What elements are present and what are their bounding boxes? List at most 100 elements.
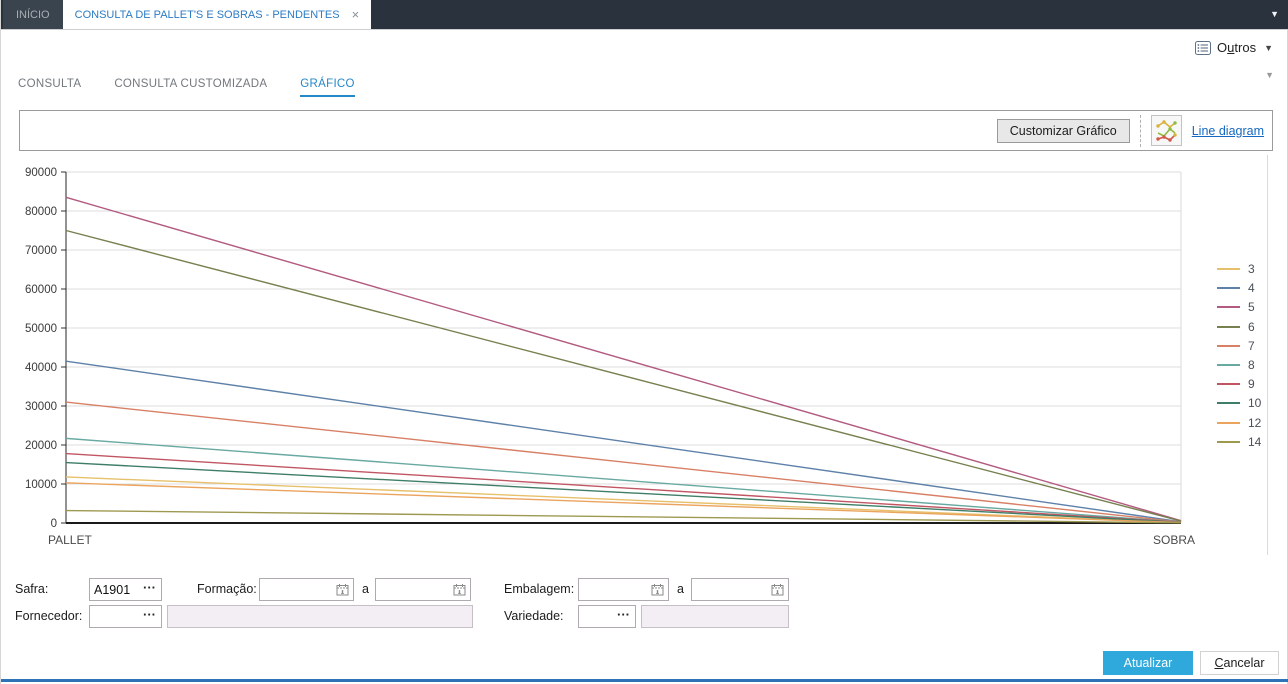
window-bottom-border: [1, 679, 1288, 682]
safra-lookup-button[interactable]: ···: [141, 581, 161, 597]
variedade-field[interactable]: ···: [578, 605, 636, 628]
y-tick-label: 40000: [25, 362, 57, 374]
series-line-9: [65, 452, 1182, 523]
embalagem-from-field[interactable]: [578, 578, 669, 601]
chevron-down-icon[interactable]: ▼: [1270, 9, 1279, 19]
legend-item-7: 7: [1217, 338, 1261, 353]
legend-swatch: [1217, 421, 1240, 424]
atualizar-button[interactable]: Atualizar: [1103, 651, 1193, 675]
y-tick-label: 50000: [25, 323, 57, 335]
tab-consulta-customizada[interactable]: CONSULTA CUSTOMIZADA: [114, 78, 268, 90]
variedade-descricao-field: [641, 605, 789, 628]
tab-inicio[interactable]: INÍCIO: [3, 0, 63, 29]
series-line-5: [65, 196, 1182, 522]
legend-swatch: [1217, 268, 1240, 270]
legend-label: 5: [1248, 300, 1255, 315]
tab-grafico[interactable]: GRÁFICO: [300, 78, 355, 97]
legend-item-14: 14: [1217, 434, 1262, 449]
outros-button[interactable]: Outros ▼: [1195, 40, 1273, 55]
variedade-input[interactable]: [579, 606, 615, 627]
formacao-to-input[interactable]: [376, 579, 451, 600]
legend-label: 3: [1248, 262, 1255, 276]
x-label-pallet: PALLET: [48, 533, 92, 547]
tab-consulta-pallets[interactable]: CONSULTA DE PALLET'S E SOBRAS - PENDENTE…: [62, 0, 372, 29]
close-icon[interactable]: ×: [351, 7, 360, 22]
fornecedor-input[interactable]: [90, 606, 141, 627]
legend-label: 7: [1248, 338, 1255, 353]
embalagem-to-field[interactable]: [691, 578, 789, 601]
panel-border: [1267, 155, 1268, 555]
fornecedor-label: Fornecedor:: [15, 609, 83, 623]
variedade-lookup-button[interactable]: ···: [615, 608, 635, 624]
y-tick-label: 20000: [25, 440, 57, 452]
line-diagram-icon[interactable]: [1150, 115, 1182, 146]
calendar-icon[interactable]: [769, 583, 788, 596]
fornecedor-descricao-field: [167, 605, 473, 628]
legend-swatch: [1217, 325, 1240, 328]
y-tick-label: 10000: [25, 479, 57, 491]
y-tick-label: 90000: [25, 167, 57, 179]
chevron-down-icon: ▼: [1264, 42, 1273, 53]
titlebar: INÍCIO CONSULTA DE PALLET'S E SOBRAS - P…: [1, 0, 1288, 30]
range-separator: a: [362, 582, 369, 596]
cancelar-button[interactable]: Cancelar: [1200, 651, 1279, 675]
line-diagram-link[interactable]: Line diagram: [1191, 123, 1264, 138]
legend-item-12: 12: [1217, 415, 1262, 430]
chart-canvas: 0 10000 20000 30000 40000 50000 60000 70000 8000…: [25, 167, 1195, 547]
series-line-8: [65, 437, 1182, 523]
series-line-10: [65, 461, 1182, 524]
x-label-sobra: SOBRA: [1153, 533, 1195, 547]
customize-chart-button[interactable]: Customizar Gráfico: [996, 118, 1130, 143]
range-separator: a: [677, 582, 684, 596]
formacao-from-input[interactable]: [260, 579, 334, 600]
list-icon: [1195, 40, 1212, 55]
legend-item-5: 5: [1217, 300, 1261, 315]
y-tick-label: 80000: [25, 206, 57, 218]
fornecedor-lookup-button[interactable]: ···: [141, 608, 161, 624]
line-diagram-glyph: [1156, 120, 1177, 142]
legend-label: 8: [1248, 357, 1255, 372]
calendar-icon[interactable]: [451, 583, 470, 596]
calendar-icon[interactable]: [334, 583, 353, 596]
chevron-down-icon[interactable]: ▼: [1265, 70, 1274, 80]
legend-swatch: [1217, 344, 1240, 347]
series-line-7: [65, 401, 1182, 523]
legend-label: 12: [1248, 415, 1262, 430]
embalagem-label: Embalagem:: [504, 582, 575, 596]
legend-swatch: [1217, 402, 1240, 405]
formacao-from-field[interactable]: [259, 578, 354, 601]
fornecedor-field[interactable]: ···: [89, 605, 162, 628]
safra-input[interactable]: [90, 579, 141, 600]
formacao-to-field[interactable]: [375, 578, 471, 601]
y-tick-label: 0: [51, 518, 57, 530]
series-line-4: [65, 360, 1182, 523]
subtabs: CONSULTA CONSULTA CUSTOMIZADA GRÁFICO: [18, 78, 355, 97]
legend-swatch: [1217, 383, 1240, 386]
legend-swatch: [1217, 306, 1240, 309]
legend-item-8: 8: [1217, 357, 1261, 372]
tab-consulta[interactable]: CONSULTA: [18, 78, 82, 90]
tab-inicio-label: INÍCIO: [16, 8, 50, 21]
embalagem-to-input[interactable]: [692, 579, 769, 600]
formacao-label: Formação:: [197, 582, 257, 596]
embalagem-from-input[interactable]: [579, 579, 649, 600]
legend-label: 6: [1248, 319, 1255, 334]
legend-item-3: 3: [1217, 262, 1261, 276]
safra-field[interactable]: ···: [89, 578, 162, 601]
legend-item-4: 4: [1217, 281, 1261, 296]
legend-label: 9: [1248, 377, 1255, 392]
series-line-14: [65, 509, 1182, 524]
legend-label: 4: [1248, 281, 1255, 296]
filter-form: Safra: ··· Formação: a Embalagem: a Forn…: [1, 570, 1288, 640]
y-tick-label: 60000: [25, 284, 57, 296]
chart-legend: 3 4 5 6 7 8 9 10 12 14: [1217, 262, 1262, 449]
calendar-icon[interactable]: [649, 583, 668, 596]
series-line-3: [65, 476, 1182, 524]
legend-item-6: 6: [1217, 319, 1261, 334]
series-line-12: [65, 482, 1182, 524]
divider: [1139, 114, 1141, 147]
legend-label: 14: [1248, 434, 1262, 449]
series-line-6: [65, 229, 1182, 522]
y-tick-label: 70000: [25, 245, 57, 257]
outros-label: Outros: [1217, 40, 1257, 55]
